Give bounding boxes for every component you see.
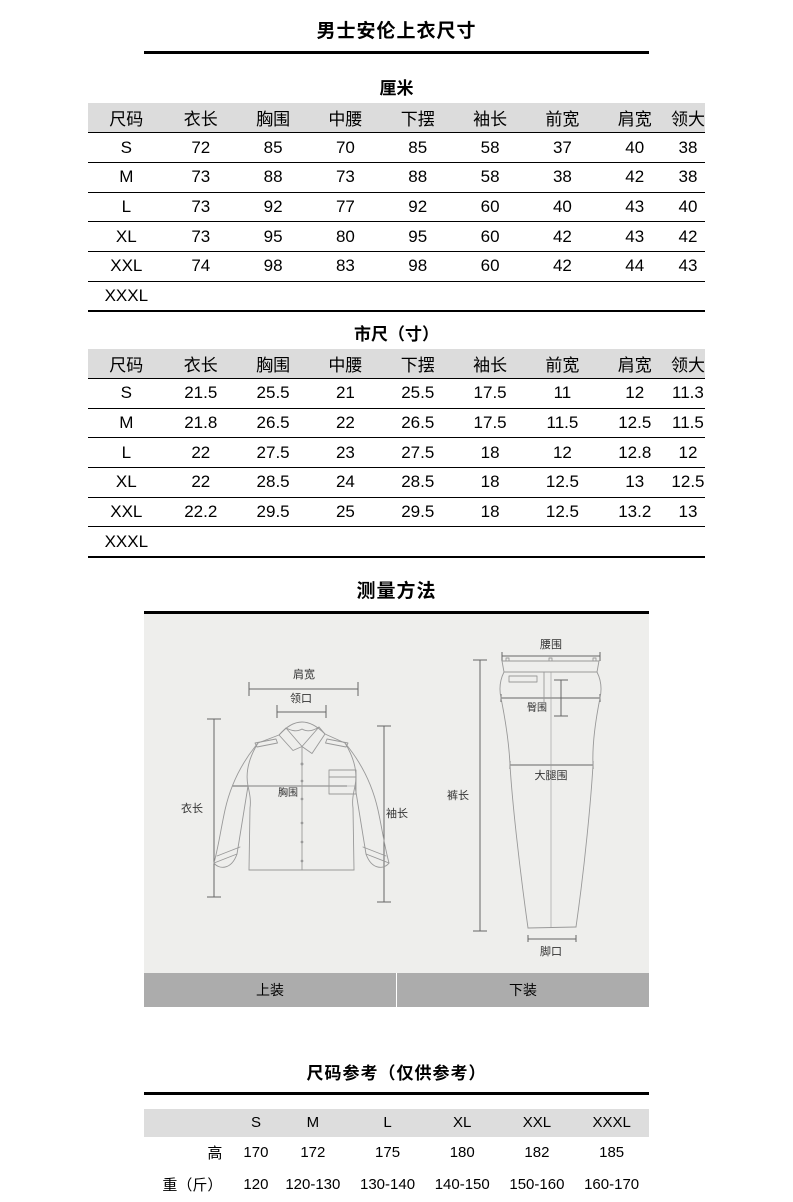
svg-text:领口: 领口 [290,690,312,706]
svg-text:袖长: 袖长 [386,805,408,821]
svg-text:衣长: 衣长 [181,800,203,816]
svg-text:裤长: 裤长 [447,787,469,803]
svg-text:肩宽: 肩宽 [293,666,315,682]
svg-text:脚口: 脚口 [540,943,562,959]
svg-text:腰围: 腰围 [540,636,562,652]
